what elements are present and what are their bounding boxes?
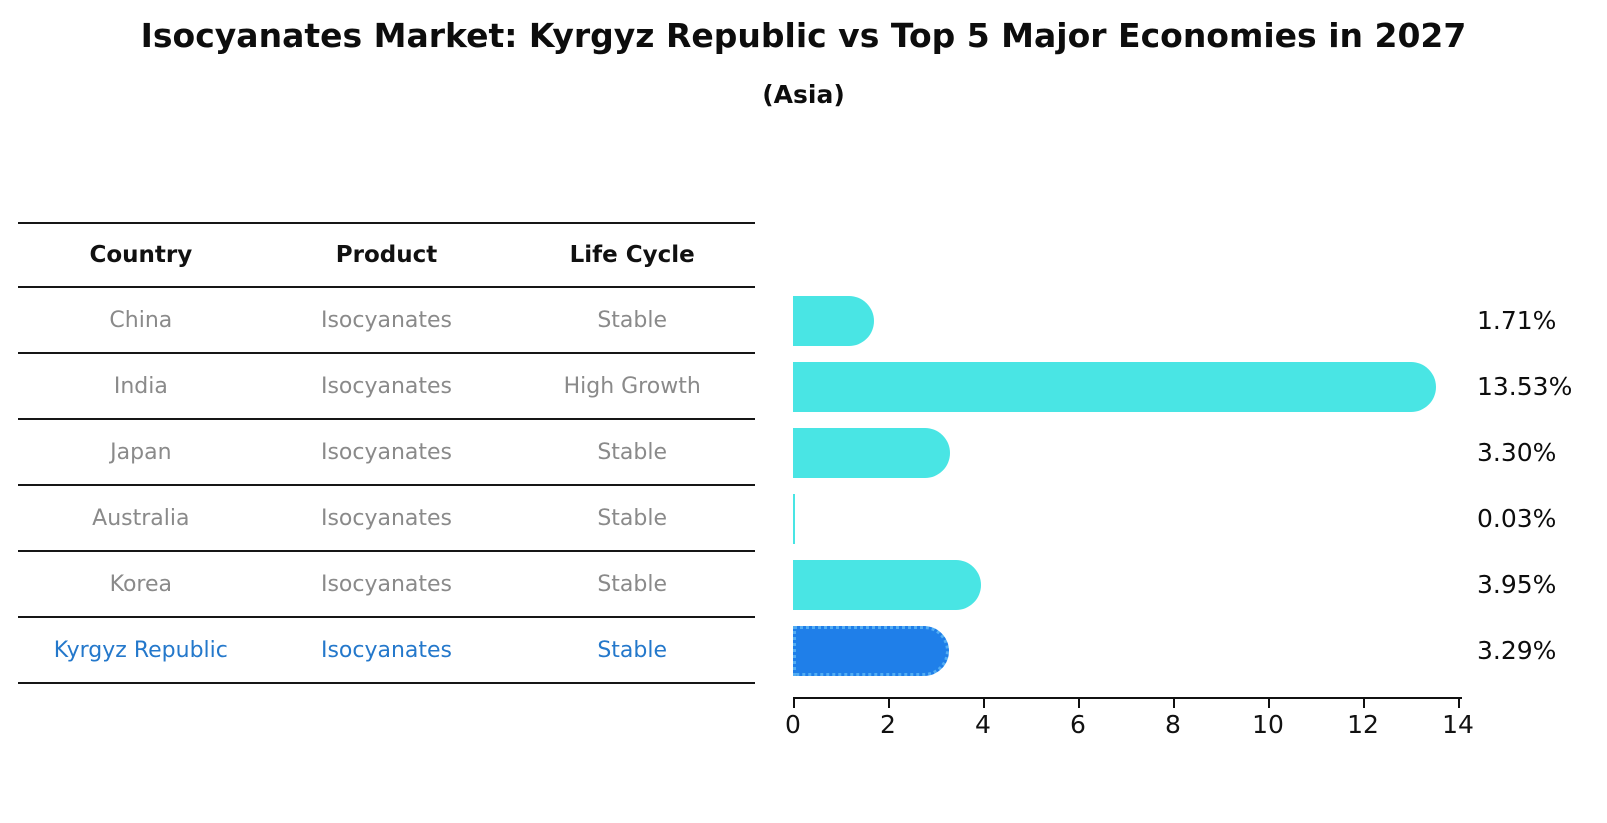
cell-country: China — [109, 307, 173, 333]
cell-country: Kyrgyz Republic — [53, 637, 228, 663]
x-axis-tick-label: 0 — [785, 710, 801, 739]
bar-india — [793, 362, 1436, 412]
bar-china — [793, 296, 875, 346]
x-axis-tick — [983, 699, 985, 708]
x-axis-tick — [1363, 699, 1365, 708]
x-axis-tick — [1268, 699, 1270, 708]
cell-country: Korea — [109, 571, 173, 597]
cell-country: Australia — [92, 505, 190, 531]
table-row: Kyrgyz Republic Isocyanates Stable — [18, 618, 755, 684]
table-header-row: Country Product Life Cycle — [18, 222, 755, 288]
x-axis-tick-label: 14 — [1442, 710, 1474, 739]
x-axis-tick-label: 4 — [975, 710, 991, 739]
table-header-life-cycle: Life Cycle — [569, 242, 695, 268]
cell-life-cycle: Stable — [597, 439, 668, 465]
table-row: Japan Isocyanates Stable — [18, 420, 755, 486]
x-axis-tick — [793, 699, 795, 708]
value-label: 3.29% — [1477, 636, 1557, 665]
cell-product: Isocyanates — [320, 571, 453, 597]
value-label: 13.53% — [1477, 372, 1573, 401]
cell-country: Japan — [110, 439, 172, 465]
table-row: India Isocyanates High Growth — [18, 354, 755, 420]
table-header-product: Product — [335, 242, 438, 268]
chart-subtitle: (Asia) — [762, 80, 845, 109]
table-row: Australia Isocyanates Stable — [18, 486, 755, 552]
value-label: 0.03% — [1477, 504, 1557, 533]
cell-life-cycle: Stable — [597, 505, 668, 531]
x-axis-tick — [1173, 699, 1175, 708]
x-axis-tick-label: 10 — [1252, 710, 1284, 739]
chart-title: Isocyanates Market: Kyrgyz Republic vs T… — [140, 16, 1467, 55]
cell-country: India — [113, 373, 168, 399]
x-axis-tick-label: 2 — [880, 710, 896, 739]
x-axis-tick — [888, 699, 890, 708]
cell-life-cycle: Stable — [597, 307, 668, 333]
cell-product: Isocyanates — [320, 637, 453, 663]
cell-life-cycle: Stable — [597, 571, 668, 597]
cell-product: Isocyanates — [320, 439, 453, 465]
x-axis-line — [793, 697, 1462, 699]
cell-product: Isocyanates — [320, 505, 453, 531]
cell-product: Isocyanates — [320, 307, 453, 333]
x-axis-tick — [1458, 699, 1460, 708]
x-axis-tick-label: 8 — [1165, 710, 1181, 739]
value-label: 1.71% — [1477, 306, 1557, 335]
bar-japan — [793, 428, 950, 478]
cell-life-cycle: High Growth — [563, 373, 701, 399]
bar-australia — [793, 494, 795, 544]
country-table: Country Product Life Cycle China Isocyana… — [18, 222, 755, 684]
table-row: China Isocyanates Stable — [18, 288, 755, 354]
bar-korea — [793, 560, 981, 610]
value-label: 3.95% — [1477, 570, 1557, 599]
bar-kyrgyz-republic — [793, 626, 950, 676]
cell-product: Isocyanates — [320, 373, 453, 399]
x-axis-tick-label: 6 — [1070, 710, 1086, 739]
x-axis-tick-label: 12 — [1347, 710, 1379, 739]
x-axis-tick — [1078, 699, 1080, 708]
value-label: 3.30% — [1477, 438, 1557, 467]
table-rows: China Isocyanates Stable India Isocyanates Hi… — [18, 288, 755, 684]
cell-life-cycle: Stable — [597, 637, 668, 663]
table-header-country: Country — [89, 242, 193, 268]
table-row: Korea Isocyanates Stable — [18, 552, 755, 618]
